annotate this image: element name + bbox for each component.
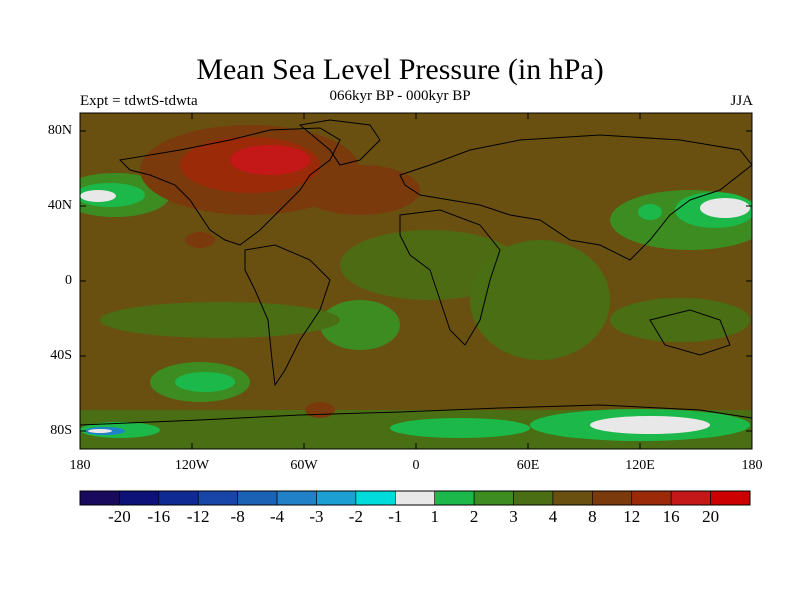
lat-tick-80s: 80S	[50, 423, 72, 438]
colorbar-swatch	[316, 490, 357, 506]
colorbar-frame	[79, 490, 751, 506]
colorbar-label: 2	[469, 507, 479, 526]
experiment-label: Expt = tdwtS-tdwta	[80, 93, 198, 109]
lon-tick-180w: 180	[69, 458, 91, 473]
colorbar-label: -2	[348, 507, 363, 526]
colorbar-swatch	[473, 490, 514, 506]
colorbar	[79, 490, 751, 506]
colorbar-label: 12	[623, 507, 641, 526]
colorbar-label: 16	[662, 507, 680, 526]
colorbar-label: -3	[309, 507, 324, 526]
colorbar-swatch	[513, 490, 554, 506]
colorbar-label: 20	[702, 507, 720, 526]
map-title: Mean Sea Level Pressure (in hPa)	[196, 53, 604, 86]
time-range-subtitle: 066kyr BP - 000kyr BP	[329, 88, 471, 104]
colorbar-label: -12	[186, 507, 210, 526]
colorbar-label: 8	[588, 507, 597, 526]
colorbar-swatch	[197, 490, 238, 506]
colorbar-swatch	[670, 490, 711, 506]
colorbar-label: -16	[147, 507, 171, 526]
colorbar-label: 4	[548, 507, 558, 526]
colorbar-swatch	[631, 490, 672, 506]
colorbar-label: -1	[388, 507, 403, 526]
colorbar-label: -8	[230, 507, 245, 526]
colorbar-swatch	[592, 490, 633, 506]
lat-tick-40s: 40S	[50, 348, 72, 363]
lon-tick-60e: 60E	[516, 458, 540, 473]
lon-tick-120e: 120E	[625, 458, 655, 473]
lat-tick-0: 0	[65, 273, 72, 288]
colorbar-swatch	[355, 490, 396, 506]
lon-tick-180e: 180	[741, 458, 763, 473]
colorbar-swatch	[710, 490, 751, 506]
colorbar-swatch	[394, 490, 436, 506]
pressure-field	[80, 113, 752, 449]
lon-tick-0: 0	[412, 458, 420, 473]
colorbar-swatch	[158, 490, 199, 506]
colorbar-swatch	[276, 490, 317, 506]
colorbar-swatch	[237, 490, 278, 506]
season-label: JJA	[730, 93, 753, 109]
lon-tick-120w: 120W	[174, 458, 210, 473]
colorbar-label: -4	[269, 507, 285, 526]
lat-tick-80n: 80N	[47, 123, 72, 138]
colorbar-label: -20	[108, 507, 131, 526]
colorbar-swatch	[79, 490, 120, 506]
colorbar-label: 1	[430, 507, 439, 526]
lat-tick-40n: 40N	[47, 198, 72, 213]
colorbar-label: 3	[509, 507, 518, 526]
axis-ticks	[80, 113, 752, 449]
coastlines	[80, 119, 752, 426]
colorbar-swatch	[434, 490, 475, 506]
lon-tick-60w: 60W	[290, 458, 318, 473]
colorbar-swatch	[119, 490, 160, 506]
colorbar-swatch	[552, 490, 593, 506]
